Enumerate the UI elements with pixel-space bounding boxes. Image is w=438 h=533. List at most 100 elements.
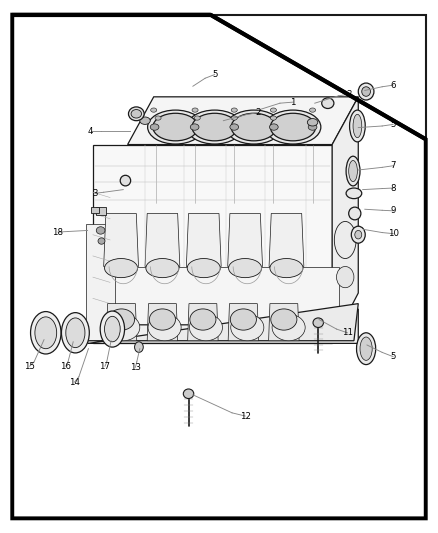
Text: 14: 14	[69, 377, 80, 386]
Polygon shape	[86, 224, 115, 341]
Ellipse shape	[150, 124, 159, 130]
Ellipse shape	[189, 314, 223, 341]
Ellipse shape	[100, 311, 124, 347]
Ellipse shape	[134, 342, 143, 352]
Ellipse shape	[98, 238, 105, 244]
Polygon shape	[147, 304, 178, 341]
Polygon shape	[268, 304, 299, 341]
Ellipse shape	[346, 188, 362, 199]
Polygon shape	[269, 214, 304, 266]
Ellipse shape	[131, 110, 141, 118]
Ellipse shape	[360, 337, 372, 360]
Bar	[96, 207, 106, 215]
Ellipse shape	[148, 314, 181, 341]
Ellipse shape	[307, 118, 318, 126]
Ellipse shape	[270, 108, 276, 112]
Ellipse shape	[149, 309, 176, 330]
Ellipse shape	[192, 114, 237, 141]
Text: 2: 2	[255, 108, 261, 117]
Text: 5: 5	[390, 120, 396, 129]
Ellipse shape	[184, 389, 194, 399]
Ellipse shape	[334, 221, 356, 259]
Ellipse shape	[35, 317, 57, 349]
Text: 3: 3	[347, 90, 352, 99]
Ellipse shape	[355, 230, 362, 239]
Ellipse shape	[270, 259, 303, 278]
Bar	[91, 207, 99, 214]
Ellipse shape	[230, 309, 256, 330]
Ellipse shape	[269, 124, 278, 130]
Polygon shape	[84, 304, 358, 343]
Text: 7: 7	[390, 161, 396, 170]
Text: 6: 6	[390, 80, 396, 90]
Ellipse shape	[229, 259, 261, 278]
Ellipse shape	[265, 110, 321, 144]
Ellipse shape	[349, 160, 357, 182]
Ellipse shape	[357, 333, 376, 365]
Ellipse shape	[358, 83, 374, 100]
Text: 16: 16	[60, 362, 71, 370]
Ellipse shape	[96, 227, 105, 234]
Ellipse shape	[346, 156, 360, 186]
Text: 13: 13	[130, 363, 141, 372]
Text: 18: 18	[53, 228, 64, 237]
Text: 9: 9	[390, 206, 396, 215]
Ellipse shape	[353, 114, 362, 138]
Text: 4: 4	[88, 127, 93, 136]
Text: 3: 3	[92, 189, 98, 198]
Ellipse shape	[151, 108, 157, 112]
Polygon shape	[228, 214, 262, 266]
Polygon shape	[104, 214, 138, 266]
Ellipse shape	[350, 110, 365, 142]
Ellipse shape	[272, 314, 305, 341]
Text: 15: 15	[24, 362, 35, 370]
Polygon shape	[332, 97, 358, 343]
Text: 11: 11	[342, 328, 353, 337]
Ellipse shape	[230, 124, 239, 130]
Text: 17: 17	[99, 362, 110, 370]
Ellipse shape	[226, 110, 282, 144]
Ellipse shape	[187, 110, 243, 144]
Polygon shape	[106, 304, 137, 341]
Ellipse shape	[120, 175, 131, 186]
Polygon shape	[88, 266, 339, 343]
Ellipse shape	[231, 114, 276, 141]
Ellipse shape	[192, 108, 198, 112]
Ellipse shape	[194, 116, 200, 120]
Ellipse shape	[190, 124, 199, 130]
Ellipse shape	[231, 314, 264, 341]
Ellipse shape	[313, 318, 323, 327]
Ellipse shape	[231, 108, 237, 112]
Ellipse shape	[270, 114, 316, 141]
Text: 5: 5	[390, 352, 396, 361]
Ellipse shape	[105, 317, 120, 342]
Polygon shape	[187, 304, 218, 341]
Ellipse shape	[187, 259, 220, 278]
Ellipse shape	[146, 259, 179, 278]
Text: 1: 1	[290, 98, 296, 107]
Ellipse shape	[105, 259, 138, 278]
Ellipse shape	[322, 98, 334, 109]
Ellipse shape	[148, 110, 203, 144]
Polygon shape	[186, 214, 221, 266]
Ellipse shape	[362, 87, 371, 96]
Ellipse shape	[61, 313, 89, 353]
Polygon shape	[127, 97, 358, 144]
Polygon shape	[93, 144, 332, 343]
Ellipse shape	[107, 314, 140, 341]
Polygon shape	[145, 214, 180, 266]
Text: 8: 8	[390, 183, 396, 192]
Text: 10: 10	[388, 229, 399, 238]
Ellipse shape	[308, 124, 317, 130]
Ellipse shape	[140, 117, 150, 124]
Ellipse shape	[31, 312, 61, 354]
Ellipse shape	[109, 309, 134, 330]
Text: 12: 12	[240, 411, 251, 421]
Ellipse shape	[336, 266, 354, 288]
Ellipse shape	[231, 116, 237, 120]
Polygon shape	[228, 304, 258, 341]
Ellipse shape	[349, 207, 361, 220]
Ellipse shape	[153, 114, 198, 141]
Ellipse shape	[351, 226, 365, 243]
Ellipse shape	[310, 108, 316, 112]
